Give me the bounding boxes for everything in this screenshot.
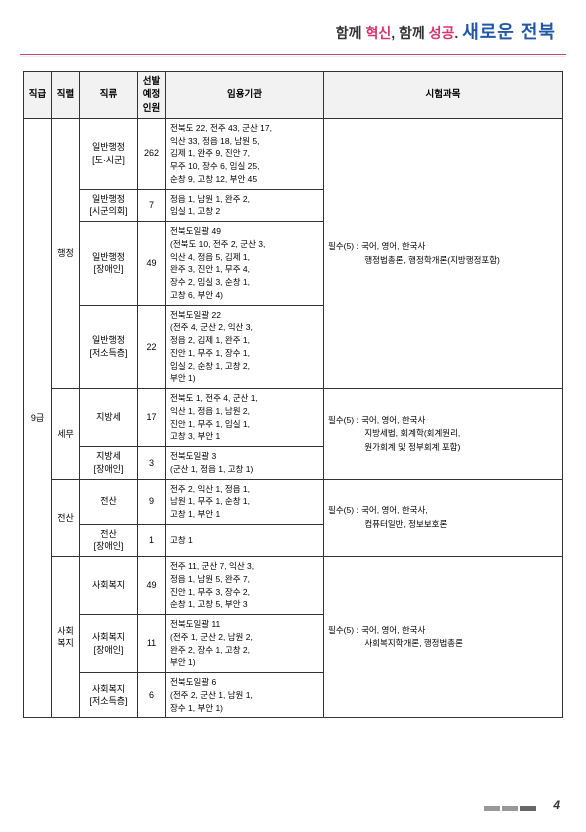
cell-count: 11: [138, 615, 166, 673]
cell-type: 사회복지 [저소득층]: [80, 673, 138, 718]
cell-type: 사회복지 [장애인]: [80, 615, 138, 673]
header-text: 혁신: [365, 25, 391, 41]
cell-agency: 전북도 1, 전주 4, 군산 1, 익산 1, 정읍 1, 남원 2, 진안 …: [166, 389, 324, 447]
table-header-row: 직급 직렬 직류 선발 예정 인원 임용기관 시험과목: [24, 72, 563, 119]
cell-count: 1: [138, 524, 166, 556]
table-row: 전산 전산 9 전주 2, 익산 1, 정읍 1, 남원 1, 무주 1, 순창…: [24, 479, 563, 524]
col-subject: 시험과목: [324, 72, 563, 119]
cell-agency: 정읍 1, 남원 1, 완주 2, 임실 1, 고창 2: [166, 189, 324, 222]
footer-bars: [482, 798, 536, 816]
page-header: 함께 혁신, 함께 성공. 새로운 전북: [0, 0, 586, 52]
cell-type: 지방세 [장애인]: [80, 447, 138, 480]
cell-type: 사회복지: [80, 557, 138, 615]
header-title: 새로운 전북: [462, 22, 556, 42]
table-row: 사회 복지 사회복지 49 전주 11, 군산 7, 익산 3, 정읍 1, 남…: [24, 557, 563, 615]
cell-subject: 필수(5) : 국어, 영어, 한국사 지방세법, 회계학(회계원리, 원가회계…: [324, 389, 563, 480]
recruitment-table: 직급 직렬 직류 선발 예정 인원 임용기관 시험과목 9급 행정 일반행정 […: [23, 71, 563, 718]
cell-agency: 전북도일괄 11 (전주 1, 군산 2, 남원 2, 완주 2, 장수 1, …: [166, 615, 324, 673]
cell-type: 전산: [80, 479, 138, 524]
cell-type: 일반행정 [시군의회]: [80, 189, 138, 222]
cell-count: 49: [138, 557, 166, 615]
table-row: 세무 지방세 17 전북도 1, 전주 4, 군산 1, 익산 1, 정읍 1,…: [24, 389, 563, 447]
cell-subject: 필수(5) : 국어, 영어, 한국사 사회복지학개론, 행정법총론: [324, 557, 563, 718]
cell-agency: 전북도일괄 49 (전북도 10, 전주 2, 군산 3, 익산 4, 정읍 5…: [166, 222, 324, 306]
cell-type: 일반행정 [도·시군]: [80, 118, 138, 189]
divider: [20, 56, 566, 57]
cell-type: 일반행정 [저소득층]: [80, 305, 138, 389]
cell-count: 17: [138, 389, 166, 447]
cell-count: 7: [138, 189, 166, 222]
cell-agency: 전북도일괄 22 (전주 4, 군산 2, 익산 3, 정읍 2, 김제 1, …: [166, 305, 324, 389]
cell-count: 6: [138, 673, 166, 718]
col-agency: 임용기관: [166, 72, 324, 119]
col-grade: 직급: [24, 72, 52, 119]
col-count: 선발 예정 인원: [138, 72, 166, 119]
cell-agency: 고창 1: [166, 524, 324, 556]
cell-series: 전산: [52, 479, 80, 556]
divider: [20, 54, 566, 55]
cell-count: 9: [138, 479, 166, 524]
cell-type: 전산 [장애인]: [80, 524, 138, 556]
cell-agency: 전주 2, 익산 1, 정읍 1, 남원 1, 무주 1, 순창 1, 고창 1…: [166, 479, 324, 524]
cell-agency: 전북도일괄 3 (군산 1, 정읍 1, 고창 1): [166, 447, 324, 480]
cell-agency: 전주 11, 군산 7, 익산 3, 정읍 1, 남원 5, 완주 7, 진안 …: [166, 557, 324, 615]
cell-count: 49: [138, 222, 166, 306]
cell-count: 3: [138, 447, 166, 480]
bar-icon: [502, 806, 518, 811]
bar-icon: [484, 806, 500, 811]
cell-count: 22: [138, 305, 166, 389]
bar-icon: [520, 806, 536, 811]
table-row: 9급 행정 일반행정 [도·시군] 262 전북도 22, 전주 43, 군산 …: [24, 118, 563, 189]
cell-agency: 전북도일괄 6 (전주 2, 군산 1, 남원 1, 장수 1, 부안 1): [166, 673, 324, 718]
col-type: 직류: [80, 72, 138, 119]
cell-type: 일반행정 [장애인]: [80, 222, 138, 306]
col-series: 직렬: [52, 72, 80, 119]
cell-series: 사회 복지: [52, 557, 80, 718]
cell-grade: 9급: [24, 118, 52, 717]
cell-agency: 전북도 22, 전주 43, 군산 17, 익산 33, 정읍 18, 남원 5…: [166, 118, 324, 189]
cell-subject: 필수(5) : 국어, 영어, 한국사, 컴퓨터일반, 정보보호론: [324, 479, 563, 556]
header-text: , 함께: [391, 25, 428, 41]
cell-count: 262: [138, 118, 166, 189]
page-number: 4: [553, 798, 560, 812]
header-text: 성공: [429, 25, 455, 41]
cell-series: 행정: [52, 118, 80, 388]
cell-series: 세무: [52, 389, 80, 480]
cell-subject: 필수(5) : 국어, 영어, 한국사 행정법총론, 행정학개론(지방행정포함): [324, 118, 563, 388]
cell-type: 지방세: [80, 389, 138, 447]
header-text: 함께: [336, 25, 366, 41]
